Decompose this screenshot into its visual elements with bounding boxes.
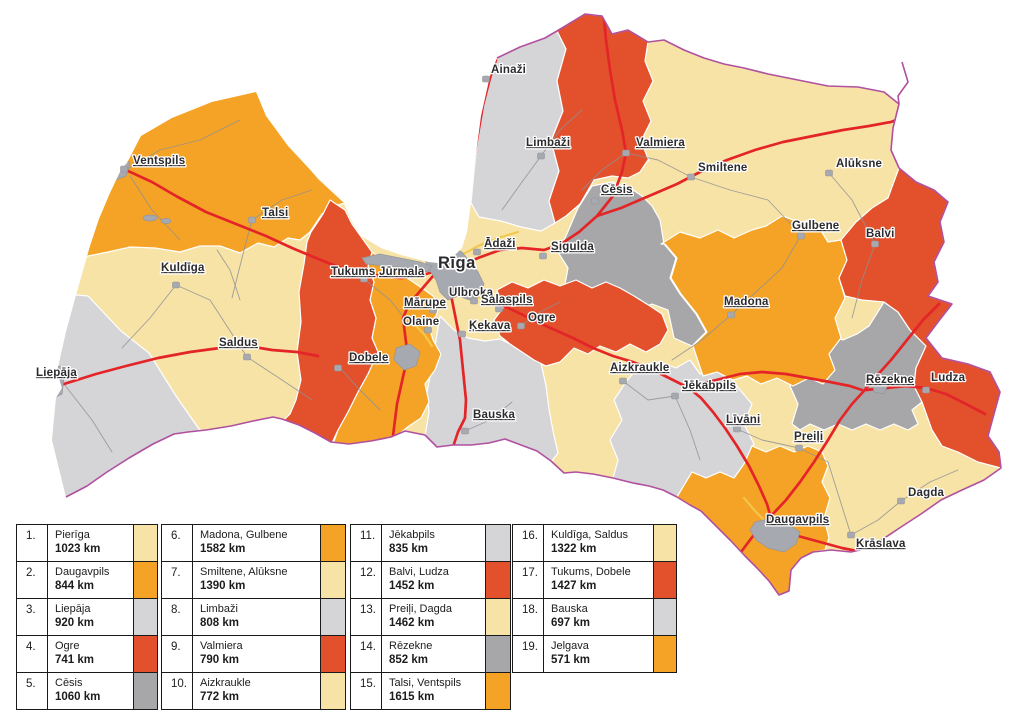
city-label-riga: Rīga: [438, 254, 476, 272]
city-label-bauska: Bauska: [473, 409, 516, 421]
city-marker-tukums: [360, 275, 368, 283]
city-marker-ulbroka: [470, 297, 478, 305]
city-label-tukums: Tukums: [331, 266, 375, 278]
city-label-ogre: Ogre: [528, 312, 556, 324]
city-label-ainazi: Ainaži: [491, 64, 526, 76]
city-label-talsi: Talsi: [262, 207, 288, 219]
city-label-saldus: Saldus: [219, 337, 258, 349]
city-label-ulbroka: Ulbroka: [449, 287, 494, 299]
lake-usma: [142, 214, 158, 222]
urban-jelgava: [393, 343, 421, 371]
city-label-sigulda: Sigulda: [551, 241, 594, 253]
city-marker-preili: [795, 444, 803, 452]
city-marker-salaspils: [495, 305, 503, 313]
city-marker-valmiera: [622, 149, 630, 157]
city-label-kekava: Ķekava: [469, 320, 511, 332]
city-marker-ventspils: [120, 165, 128, 173]
city-marker-balvi: [871, 240, 879, 248]
city-label-ventspils: Ventspils: [133, 155, 185, 167]
lake-puze: [160, 218, 172, 224]
city-label-ludza: Ludza: [931, 372, 966, 384]
city-marker-olaine: [424, 326, 432, 334]
minor-roads: [63, 109, 959, 536]
city-label-preili: Preiļi: [794, 431, 823, 443]
city-marker-gulbene: [797, 232, 805, 240]
city-label-jurmala: Jūrmala: [379, 266, 425, 278]
country-border-spur: [897, 61, 909, 105]
city-marker-kuldiga: [172, 281, 180, 289]
region-rezekne: [789, 301, 927, 431]
city-marker-aizkraukle: [619, 377, 627, 385]
urban-daugavpils: [749, 517, 801, 553]
city-label-jekabpils: Jēkabpils: [682, 380, 736, 392]
city-marker-dagda: [897, 497, 905, 505]
city-marker-livani: [733, 425, 741, 433]
city-marker-kekava: [458, 330, 466, 338]
city-marker-kraslava: [847, 531, 855, 539]
city-label-livani: Līvāni: [726, 414, 760, 426]
city-label-smiltene: Smiltene: [698, 162, 748, 174]
city-marker-saldus: [243, 353, 251, 361]
city-label-dobele: Dobele: [349, 352, 389, 364]
city-label-balvi: Balvi: [866, 228, 895, 240]
city-marker-adazi: [473, 248, 481, 256]
city-label-salaspils: Salaspils: [481, 294, 533, 306]
city-label-adazi: Ādaži: [484, 238, 516, 250]
city-marker-smiltene: [687, 173, 695, 181]
city-label-marupe: Mārupe: [404, 297, 446, 309]
city-marker-ogre: [517, 322, 525, 330]
city-label-kraslava: Krāslava: [856, 538, 906, 550]
city-label-limbazi: Limbaži: [526, 137, 570, 149]
city-label-cesis: Cēsis: [601, 184, 633, 196]
city-label-rezekne: Rēzekne: [866, 374, 914, 386]
city-marker-sigulda: [539, 252, 547, 260]
country-border-line: [65, 13, 1002, 596]
city-label-madona: Madona: [724, 296, 769, 308]
city-label-kuldiga: Kuldīga: [161, 262, 205, 274]
city-marker-ludza: [922, 386, 930, 394]
city-label-gulbene: Gulbene: [792, 220, 839, 232]
region-madona-gulbene: [660, 215, 848, 387]
city-marker-cesis: [591, 197, 599, 205]
urban-jurmala: [361, 253, 433, 273]
city-marker-talsi: [248, 216, 256, 224]
city-label-aizkraukle: Aizkraukle: [610, 362, 670, 374]
city-marker-marupe: [429, 306, 437, 314]
city-marker-jekabpils: [671, 392, 679, 400]
city-marker-aluksne: [825, 169, 833, 177]
city-marker-bauska: [461, 427, 469, 435]
city-labels-layer: Ventspils Talsi Kuldīga Saldus Liepāja Tukums…: [35, 63, 967, 552]
city-label-daugavpils: Daugavpils: [766, 514, 829, 526]
city-marker-dobele: [334, 364, 342, 372]
city-marker-madona: [727, 311, 735, 319]
region-ventspils-talsi: [59, 87, 346, 263]
city-label-liepaja: Liepāja: [36, 367, 77, 379]
city-label-olaine: Olaine: [403, 316, 439, 328]
city-label-valmiera: Valmiera: [636, 137, 685, 149]
city-marker-ainazi: [482, 75, 490, 83]
region-ogre: [493, 279, 669, 367]
urban-rezekne: [871, 375, 889, 395]
city-marker-limbazi: [537, 152, 545, 160]
city-label-aluksne: Alūksne: [836, 158, 882, 170]
city-label-dagda: Dagda: [908, 487, 945, 499]
